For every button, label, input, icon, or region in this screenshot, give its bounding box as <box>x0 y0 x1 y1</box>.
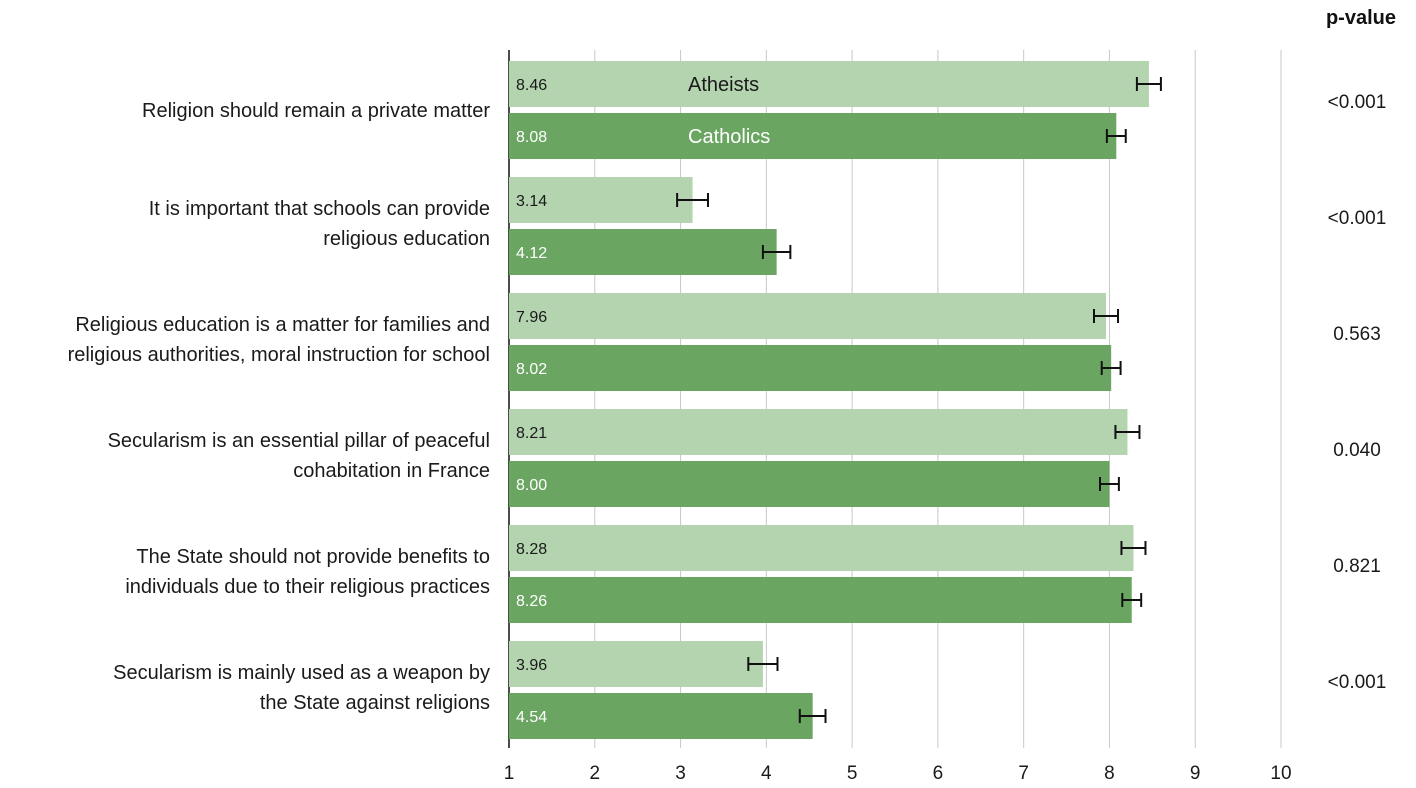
x-tick-label: 5 <box>847 763 858 784</box>
p-value-label: <0.001 <box>1328 92 1387 113</box>
category-label: cohabitation in France <box>293 460 490 482</box>
x-tick-label: 4 <box>761 763 772 784</box>
x-tick-label: 10 <box>1270 763 1291 784</box>
p-value-label: 0.821 <box>1333 556 1381 577</box>
p-value-label: <0.001 <box>1328 672 1387 693</box>
data-label: 4.12 <box>516 245 547 262</box>
data-label: 8.46 <box>516 77 547 94</box>
category-label: Secularism is mainly used as a weapon by <box>113 662 490 684</box>
x-tick-label: 1 <box>504 763 515 784</box>
x-tick-label: 9 <box>1190 763 1201 784</box>
category-label: individuals due to their religious pract… <box>125 576 490 598</box>
data-label: 8.21 <box>516 425 547 442</box>
data-label: 8.26 <box>516 593 547 610</box>
data-label: 7.96 <box>516 309 547 326</box>
bar <box>509 113 1117 159</box>
p-value-header: p-value <box>1326 7 1396 29</box>
category-label: religious authorities, moral instruction… <box>68 344 490 366</box>
data-label: 3.14 <box>516 193 547 210</box>
bar <box>509 641 763 687</box>
data-label: 8.00 <box>516 477 547 494</box>
p-value-label: <0.001 <box>1328 208 1387 229</box>
bar <box>509 409 1128 455</box>
bar <box>509 693 813 739</box>
data-label: 8.08 <box>516 129 547 146</box>
bar <box>509 177 693 223</box>
x-tick-label: 6 <box>933 763 944 784</box>
series-label: Atheists <box>688 74 759 96</box>
category-label: It is important that schools can provide <box>149 198 490 220</box>
x-tick-label: 2 <box>589 763 600 784</box>
data-label: 8.02 <box>516 361 547 378</box>
series-label: Catholics <box>688 126 770 148</box>
bar <box>509 525 1134 571</box>
grid-layer <box>508 50 1282 748</box>
x-tick-label: 8 <box>1104 763 1115 784</box>
data-label: 8.28 <box>516 541 547 558</box>
bar <box>509 461 1110 507</box>
bar <box>509 229 777 275</box>
category-label: Secularism is an essential pillar of pea… <box>108 430 490 452</box>
bar <box>509 61 1149 107</box>
category-label: The State should not provide benefits to <box>136 546 490 568</box>
p-value-label: 0.040 <box>1333 440 1381 461</box>
category-label: Religious education is a matter for fami… <box>75 314 490 336</box>
data-label: 4.54 <box>516 709 547 726</box>
category-label: Religion should remain a private matter <box>142 100 490 122</box>
data-label: 3.96 <box>516 657 547 674</box>
bar <box>509 345 1112 391</box>
x-tick-label: 7 <box>1018 763 1029 784</box>
bar <box>509 577 1132 623</box>
x-tick-label: 3 <box>675 763 686 784</box>
text-layer: 1 2 3 4 5 6 7 8 9 10 8.46 Atheists 8.08 Catholics Reli… <box>68 7 1396 784</box>
category-label: religious education <box>323 228 490 250</box>
category-label: the State against religions <box>260 692 490 714</box>
bar <box>509 293 1107 339</box>
p-value-label: 0.563 <box>1333 324 1381 345</box>
bar-layer <box>509 61 1162 739</box>
